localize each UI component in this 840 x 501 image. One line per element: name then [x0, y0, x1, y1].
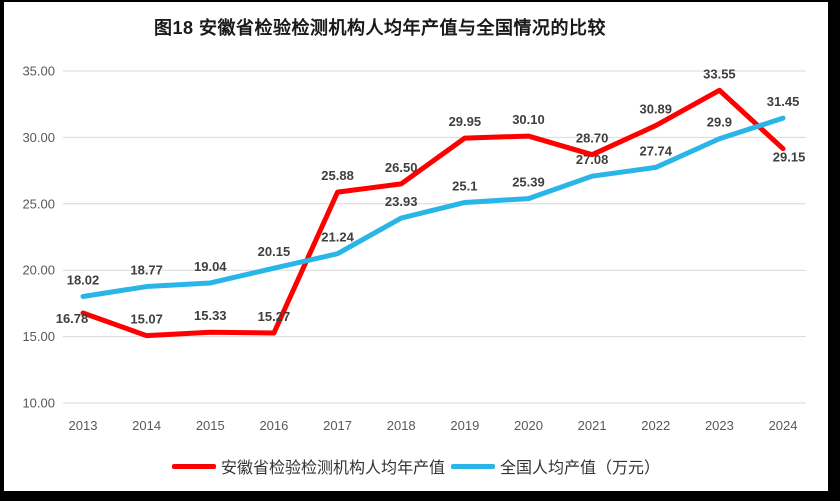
- x-axis-tick-label: 2016: [259, 418, 288, 433]
- data-label: 26.50: [385, 160, 418, 175]
- x-axis-tick-label: 2017: [323, 418, 352, 433]
- x-axis-tick-label: 2013: [69, 418, 98, 433]
- x-axis-tick-label: 2018: [387, 418, 416, 433]
- data-label: 29.9: [707, 115, 732, 130]
- x-axis-tick-label: 2014: [132, 418, 161, 433]
- x-axis-tick-label: 2024: [769, 418, 798, 433]
- chart-svg: 35.00 30.00 25.00 20.00 15.00 10.00 2013 2014 20…: [22, 64, 806, 433]
- chart-panel: 图18 安徽省检验检测机构人均年产值与全国情况的比较 35.00 30.00 25.…: [4, 2, 828, 491]
- data-label: 15.27: [258, 309, 291, 324]
- y-axis-tick-label: 25.00: [22, 196, 55, 211]
- legend-line-swatch-national: [451, 463, 495, 469]
- series-line-0: [80, 87, 786, 339]
- data-label: 33.55: [703, 66, 736, 81]
- data-label: 25.88: [321, 168, 354, 183]
- x-axis-tick-label: 2023: [705, 418, 734, 433]
- data-label: 20.15: [258, 244, 291, 259]
- data-label: 25.1: [452, 178, 477, 193]
- series-line-1: [80, 115, 786, 299]
- y-axis-tick-label: 30.00: [22, 130, 55, 145]
- data-label: 19.04: [194, 259, 227, 274]
- data-label: 21.24: [321, 230, 354, 245]
- data-label: 30.10: [512, 112, 545, 127]
- data-label: 16.78: [56, 311, 89, 326]
- data-label: 18.77: [130, 263, 163, 278]
- data-label: 29.15: [773, 150, 806, 165]
- data-label: 18.02: [67, 272, 100, 287]
- legend-label-anhui: 安徽省检验检测机构人均年产值: [220, 460, 445, 477]
- chart-title: 图18 安徽省检验检测机构人均年产值与全国情况的比较: [153, 18, 607, 38]
- legend-item-national: 全国人均产值（万元）: [451, 454, 660, 478]
- legend-line-swatch-anhui: [171, 463, 216, 469]
- data-label: 15.33: [194, 308, 227, 323]
- data-label: 27.74: [639, 143, 672, 158]
- data-label: 30.89: [639, 102, 672, 117]
- y-axis-tick-label: 20.00: [22, 263, 55, 278]
- x-axis-tick-label: 2021: [578, 418, 607, 433]
- data-label: 31.45: [767, 94, 800, 109]
- x-axis-tick-label: 2015: [196, 418, 225, 433]
- data-label: 15.07: [130, 312, 163, 327]
- legend-label-national: 全国人均产值（万元）: [500, 460, 661, 477]
- y-axis-tick-label: 15.00: [22, 329, 55, 344]
- x-axis-tick-label: 2022: [641, 418, 670, 433]
- data-label: 27.08: [576, 152, 609, 167]
- data-label: 29.95: [449, 114, 482, 129]
- data-label: 28.70: [576, 131, 609, 146]
- legend-item-anhui: 安徽省检验检测机构人均年产值: [171, 454, 445, 478]
- legend: 安徽省检验检测机构人均年产值 全国人均产值（万元）: [4, 454, 828, 478]
- data-label: 25.39: [512, 175, 545, 190]
- x-axis-tick-label: 2019: [450, 418, 479, 433]
- y-axis-tick-label: 35.00: [22, 64, 55, 79]
- data-label: 23.93: [385, 194, 418, 209]
- x-axis-tick-label: 2020: [514, 418, 543, 433]
- y-axis-tick-label: 10.00: [22, 396, 55, 411]
